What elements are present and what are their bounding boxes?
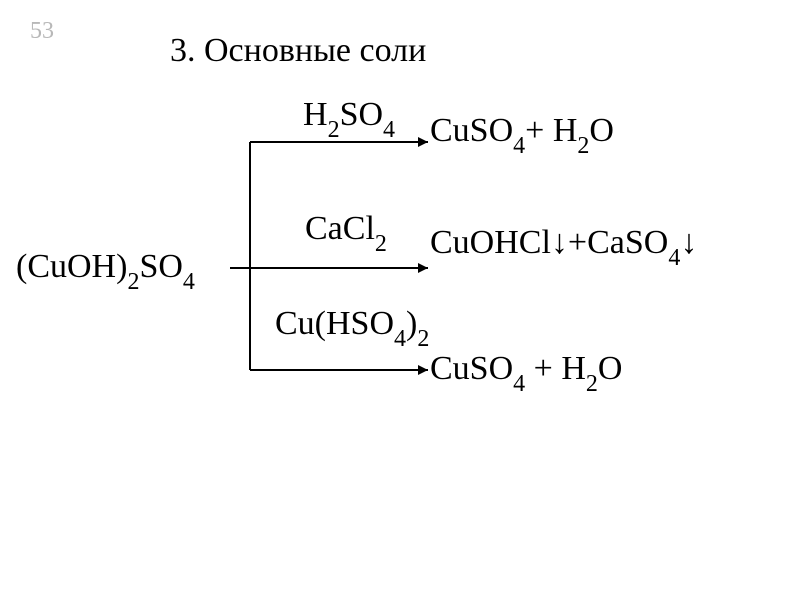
formula-text: ↓ — [680, 224, 697, 261]
formula-sub: 2 — [417, 326, 429, 352]
formula-text: SO — [139, 248, 182, 285]
product-3: CuSO4 + H2O — [430, 350, 622, 394]
formula-sub: 4 — [513, 133, 525, 159]
formula-text: CaCl — [305, 210, 375, 247]
formula-text: + H — [525, 350, 586, 387]
formula-sub: 4 — [383, 117, 395, 143]
formula-text: CuSO — [430, 112, 513, 149]
reactant-formula: (CuOH)2SO4 — [16, 248, 195, 292]
formula-text: O — [598, 350, 623, 387]
formula-text: CuSO — [430, 350, 513, 387]
reaction-arrows — [0, 0, 800, 600]
formula-sub: 4 — [513, 371, 525, 397]
formula-text: ) — [406, 305, 417, 342]
product-2: CuOHCl↓+CaSO4↓ — [430, 224, 697, 268]
formula-sub: 2 — [586, 371, 598, 397]
reagent-3: Cu(HSO4)2 — [275, 305, 429, 349]
formula-sub: 2 — [577, 133, 589, 159]
formula-text: CuOHCl↓+CaSO — [430, 224, 668, 261]
reagent-1: H2SO4 — [303, 96, 395, 140]
formula-sub: 4 — [668, 245, 680, 271]
formula-sub: 2 — [127, 269, 139, 295]
formula-sub: 2 — [375, 231, 387, 257]
formula-text: H — [303, 96, 328, 133]
page-number: 53 — [30, 18, 54, 45]
reagent-2: CaCl2 — [305, 210, 387, 254]
formula-text: SO — [340, 96, 383, 133]
formula-sub: 4 — [394, 326, 406, 352]
section-title: 3. Основные соли — [170, 32, 426, 70]
formula-text: (CuOH) — [16, 248, 127, 285]
formula-text: O — [589, 112, 614, 149]
formula-sub: 2 — [328, 117, 340, 143]
formula-sub: 4 — [183, 269, 195, 295]
formula-text: Cu(HSO — [275, 305, 394, 342]
product-1: CuSO4+ H2O — [430, 112, 614, 156]
formula-text: + H — [525, 112, 577, 149]
